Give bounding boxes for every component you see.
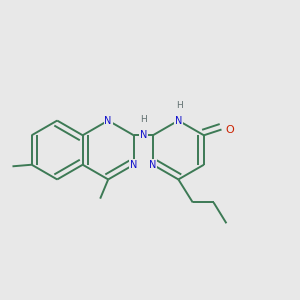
Text: O: O: [225, 124, 234, 134]
Text: N: N: [140, 130, 147, 140]
Text: H: H: [140, 116, 147, 124]
Text: N: N: [149, 160, 157, 170]
Text: N: N: [130, 160, 137, 170]
Text: N: N: [104, 116, 112, 126]
Text: N: N: [175, 116, 182, 126]
Text: H: H: [177, 101, 183, 110]
